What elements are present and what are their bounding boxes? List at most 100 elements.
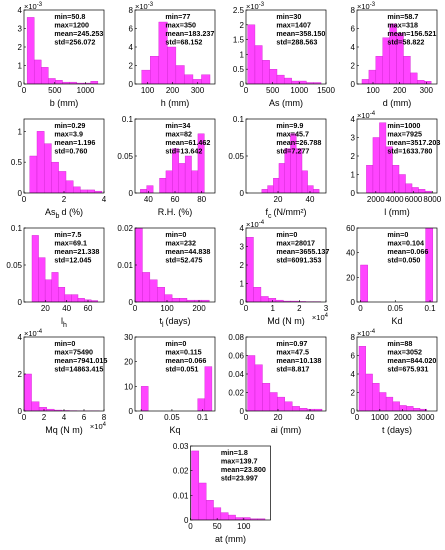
x-tick-label: 1000: [77, 86, 95, 95]
x-tick-label: 200: [192, 304, 206, 313]
x-axis-label-part: l: [162, 322, 164, 329]
x-axis-label: b (mm): [50, 98, 79, 108]
bar: [410, 72, 418, 84]
y-tick-label: 0.5: [233, 65, 245, 74]
bar: [392, 401, 400, 411]
bar: [398, 174, 406, 193]
bar: [26, 17, 35, 84]
stat-text: std=14863.415: [54, 365, 103, 374]
stat-text: min=30: [276, 12, 301, 21]
x-tick-label: 0: [22, 413, 27, 422]
bar: [411, 187, 419, 193]
y-tick-label: 4: [351, 43, 356, 52]
y-tick-label: 40: [346, 249, 355, 258]
y-tick-label: 2: [240, 21, 245, 30]
stat-text: mean=7941.015: [54, 356, 107, 365]
x-tick-label: 100: [160, 304, 174, 313]
bar: [418, 189, 426, 193]
axis-multiplier: ×10-4: [357, 111, 376, 120]
bar: [379, 122, 387, 193]
bar: [299, 408, 308, 411]
stat-text: std=12.045: [54, 256, 91, 265]
multiplier-base: ×10: [357, 111, 370, 120]
x-axis-label: Mq (N m): [45, 425, 83, 435]
bar: [36, 131, 45, 193]
bar: [298, 80, 307, 84]
x-axis-label: d (mm): [383, 98, 412, 108]
x-tick-label: 40: [144, 195, 153, 204]
x-tick-label: 0.1: [197, 413, 209, 422]
y-tick-label: 0: [129, 407, 134, 416]
bar: [179, 298, 188, 302]
bars: [361, 23, 432, 84]
y-tick-label: 0: [184, 516, 189, 525]
bar: [24, 373, 32, 411]
bar: [87, 189, 95, 193]
stat-text: min=0.97: [276, 339, 307, 348]
stat-text: min=0: [165, 339, 186, 348]
x-tick-label: 8000: [423, 195, 441, 204]
axes-box: [356, 227, 438, 303]
y-tick-label: 0.01: [173, 491, 189, 500]
multiplier-base: ×10: [312, 313, 325, 322]
bar: [29, 155, 38, 193]
bar: [262, 60, 270, 84]
stat-text: min=0: [165, 230, 186, 239]
y-tick-label: 0.04: [228, 370, 244, 379]
x-tick-label: 40: [306, 195, 315, 204]
histogram-panel: 0 500 1000 0 1 2 3 4 ×10-3 min=50.8max=1200mean=2…: [18, 2, 105, 108]
y-tick-label: 2: [129, 62, 134, 71]
y-tick-label: 2.5: [233, 6, 245, 15]
stat-text: std=288.563: [276, 38, 317, 47]
multiplier-power: -3: [259, 2, 265, 8]
bar: [254, 45, 263, 84]
stat-text: max=0.104: [387, 239, 424, 248]
stat-text: std=675.931: [387, 365, 428, 374]
y-tick-label: 0: [18, 298, 23, 307]
bar: [178, 163, 186, 193]
bar: [191, 450, 200, 520]
multiplier-power: -3: [148, 2, 154, 8]
y-tick-label: 0.1: [11, 224, 23, 233]
histogram-panel: 0 50 100 0 0.01 0.02 0.03 min=1.8max=139.7mean=…: [173, 442, 271, 544]
stat-text: max=69.1: [54, 239, 87, 248]
x-axis-label-part: (N/mm²): [274, 207, 307, 217]
stat-text: std=23.997: [221, 474, 258, 483]
y-tick-label: 4: [18, 333, 23, 342]
bar: [358, 346, 366, 411]
bars: [135, 228, 210, 302]
y-tick-label: 0.1: [122, 115, 134, 124]
stat-text: min=88: [387, 339, 412, 348]
bar: [164, 294, 173, 302]
bar: [175, 65, 185, 84]
x-tick-label: 1500: [317, 86, 335, 95]
bar: [365, 373, 373, 411]
bar: [372, 137, 380, 193]
x-tick-label: 20: [41, 304, 50, 313]
bar: [417, 80, 425, 84]
x-tick-label: 1000: [371, 413, 389, 422]
stat-text: min=0: [54, 339, 75, 348]
x-tick-label: 2: [42, 413, 47, 422]
histogram-panel: 100 200 300 0 2 4 6 8 ×10-3 min=77max=350mean=183…: [129, 2, 216, 108]
x-axis-label-part: l: [61, 316, 63, 326]
histogram-panel: 0 0.05 0.1 0 20 40 60 min=0max=0.104mean=0.066s…: [346, 224, 438, 326]
stat-text: max=75490: [54, 348, 93, 357]
y-tick-label: 6: [351, 25, 356, 34]
stat-text: std=256.072: [54, 38, 95, 47]
axis-multiplier: ×10-4: [246, 220, 265, 229]
bars: [140, 133, 205, 193]
bar: [220, 512, 229, 520]
bar: [141, 69, 151, 84]
bar: [313, 189, 320, 193]
x-tick-label: 100: [141, 86, 155, 95]
x-tick-label: 2000: [367, 195, 385, 204]
stat-text: max=7925: [387, 130, 422, 139]
y-tick-label: 4: [240, 224, 245, 233]
stat-text: mean=3655.137: [276, 247, 329, 256]
stat-text: std=7.277: [276, 147, 309, 156]
multiplier-power: 4: [103, 422, 107, 428]
bar: [58, 171, 67, 193]
x-axis-label: at (mm): [215, 534, 246, 544]
